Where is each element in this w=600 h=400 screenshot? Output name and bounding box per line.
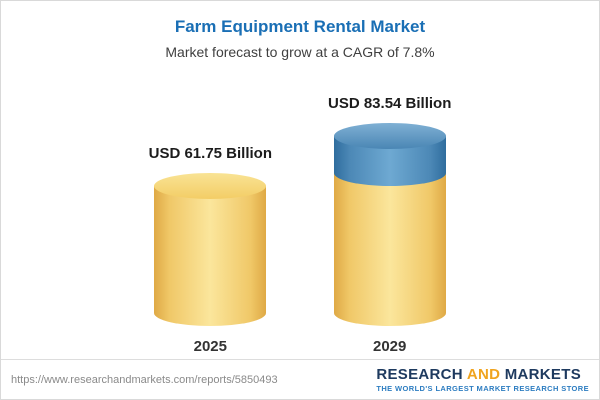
cylinder-2025-body bbox=[154, 186, 267, 326]
logo-wordmark: RESEARCH AND MARKETS bbox=[376, 366, 581, 383]
cylinder-2029-base-segment bbox=[333, 173, 446, 326]
research-and-markets-logo: RESEARCH AND MARKETS THE WORLD'S LARGEST… bbox=[376, 366, 589, 394]
value-label-2025: USD 61.75 Billion bbox=[148, 145, 272, 162]
chart-title: Farm Equipment Rental Market bbox=[174, 17, 426, 36]
bar-group-2029: USD 83.54 Billion 2029 bbox=[328, 95, 451, 355]
cylinder-2029-cap bbox=[333, 123, 446, 149]
bar-group-2025: USD 61.75 Billion 2025 bbox=[149, 145, 272, 355]
chart-subtitle: Market forecast to grow at a CAGR of 7.8… bbox=[165, 44, 435, 60]
logo-word-markets: MARKETS bbox=[504, 365, 581, 383]
logo-word-research: RESEARCH bbox=[376, 365, 463, 383]
report-url: https://www.researchandmarkets.com/repor… bbox=[11, 373, 278, 386]
cylinder-2029 bbox=[333, 123, 446, 326]
chart-area: USD 61.75 Billion 2025 USD 83.54 Billion… bbox=[1, 95, 599, 355]
chart-header: Farm Equipment Rental Market Market fore… bbox=[1, 1, 599, 61]
logo-tagline: THE WORLD'S LARGEST MARKET RESEARCH STOR… bbox=[376, 384, 589, 394]
footer: https://www.researchandmarkets.com/repor… bbox=[1, 359, 599, 399]
cylinder-2025-cap bbox=[154, 173, 267, 199]
year-label-2025: 2025 bbox=[193, 338, 227, 355]
value-label-2029: USD 83.54 Billion bbox=[328, 95, 452, 112]
year-label-2029: 2029 bbox=[373, 338, 407, 355]
cylinder-2025 bbox=[154, 173, 267, 326]
logo-word-and: AND bbox=[466, 365, 501, 383]
